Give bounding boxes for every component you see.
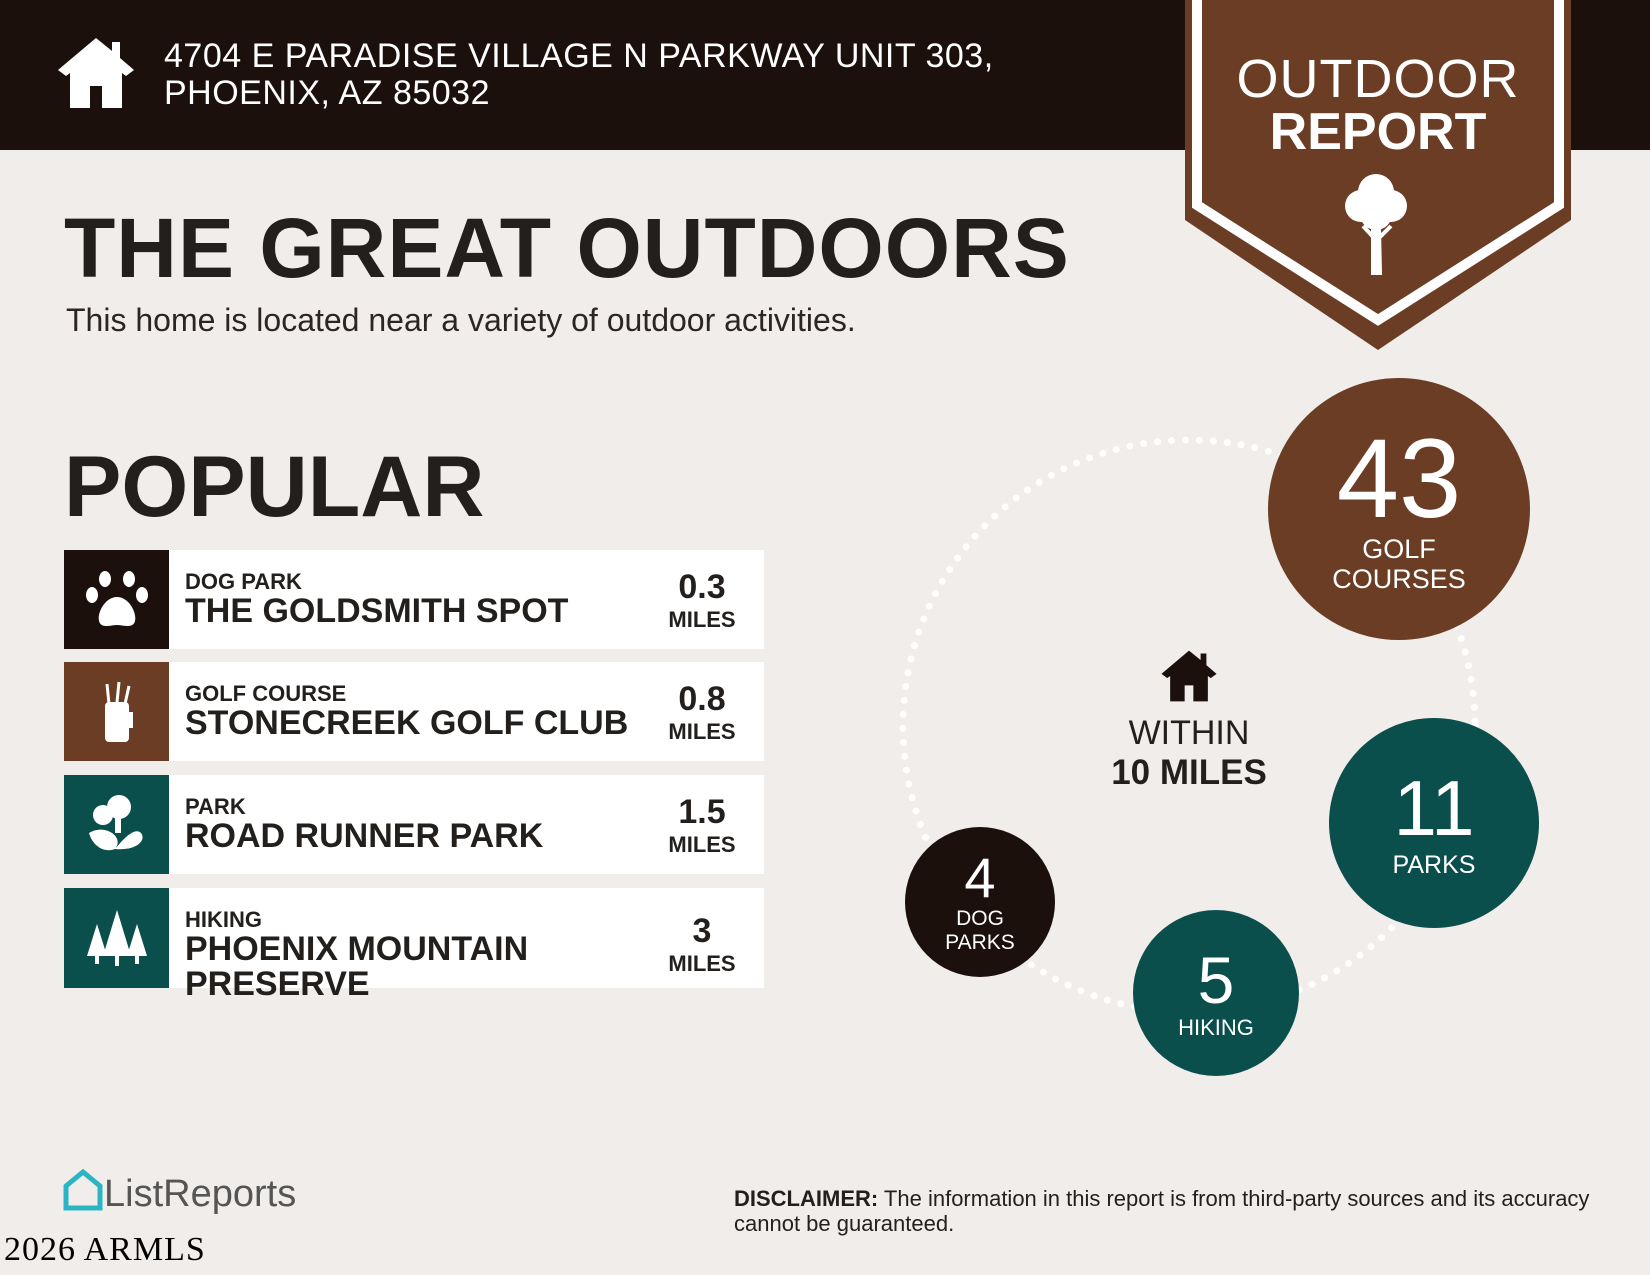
listreports-logo: ListReports [62,1168,296,1216]
address-line-2: PHOENIX, AZ 85032 [164,74,490,112]
address-line-1: 4704 E PARADISE VILLAGE N PARKWAY UNIT 3… [164,37,994,75]
item-category: GOLF COURSE [185,681,347,706]
logo-text: ListReports [104,1173,297,1215]
item-name: STONECREEK GOLF CLUB [185,704,629,742]
house-icon [58,38,134,108]
list-item: PARK ROAD RUNNER PARK 1.5 MILES [64,775,764,874]
count-value: 4 [964,846,996,909]
paw-icon [64,550,169,649]
park-icon [64,775,169,874]
tree-icon [1345,174,1407,275]
hiking-count: 5 HIKING [1133,910,1299,1076]
banner-title-line1: OUTDOOR [1236,49,1520,109]
within-label: WITHIN [1128,714,1250,752]
item-distance: 0.8 [678,680,726,718]
item-category: PARK [185,794,246,819]
count-value: 43 [1336,416,1462,541]
house-icon [1161,650,1217,702]
list-item: GOLF COURSE STONECREEK GOLF CLUB 0.8 MIL… [64,662,764,761]
item-name: THE GOLDSMITH SPOT [185,592,569,630]
item-name: ROAD RUNNER PARK [185,817,544,855]
disclaimer-text: The information in this report is from t… [734,1186,1590,1236]
count-value: 5 [1197,943,1235,1017]
logo-house-icon [63,1168,103,1211]
count-label: COURSES [1332,564,1466,594]
item-category: DOG PARK [185,569,302,594]
item-unit: MILES [668,719,736,744]
item-unit: MILES [668,832,736,857]
property-address: 4704 E PARADISE VILLAGE N PARKWAY UNIT 3… [164,38,994,112]
list-item: DOG PARK THE GOLDSMITH SPOT 0.3 MILES [64,550,764,649]
item-category: HIKING [185,907,262,932]
dog-parks-count: 4 DOG PARKS [905,827,1055,977]
count-value: 11 [1393,764,1475,852]
count-label: PARKS [945,931,1015,954]
banner-title-line2: REPORT [1269,103,1487,161]
page-title: THE GREAT OUTDOORS [64,201,1070,295]
parks-count: 11 PARKS [1329,718,1539,928]
pine-trees-icon [64,888,169,988]
disclaimer-label: DISCLAIMER: [734,1186,879,1211]
golf-bag-icon [64,662,169,761]
item-distance: 1.5 [678,793,726,831]
disclaimer: DISCLAIMER: The information in this repo… [734,1186,1614,1236]
item-name: PHOENIX MOUNTAIN PRESERVE [185,930,529,1003]
item-distance: 0.3 [678,568,726,606]
count-label: HIKING [1178,1015,1254,1040]
within-distance: 10 MILES [1111,753,1267,792]
list-item: HIKING PHOENIX MOUNTAIN PRESERVE 3 MILES [64,888,764,1002]
item-distance: 3 [692,912,712,950]
count-label: GOLF [1362,534,1436,564]
count-label: DOG [956,907,1004,930]
copyright-watermark: 2026 ARMLS [4,1231,206,1268]
popular-heading: POPULAR [64,439,485,535]
item-unit: MILES [668,607,736,632]
count-label: PARKS [1392,851,1476,879]
golf-courses-count: 43 GOLF COURSES [1268,378,1530,640]
item-unit: MILES [668,951,736,976]
page-subtitle: This home is located near a variety of o… [66,302,856,338]
